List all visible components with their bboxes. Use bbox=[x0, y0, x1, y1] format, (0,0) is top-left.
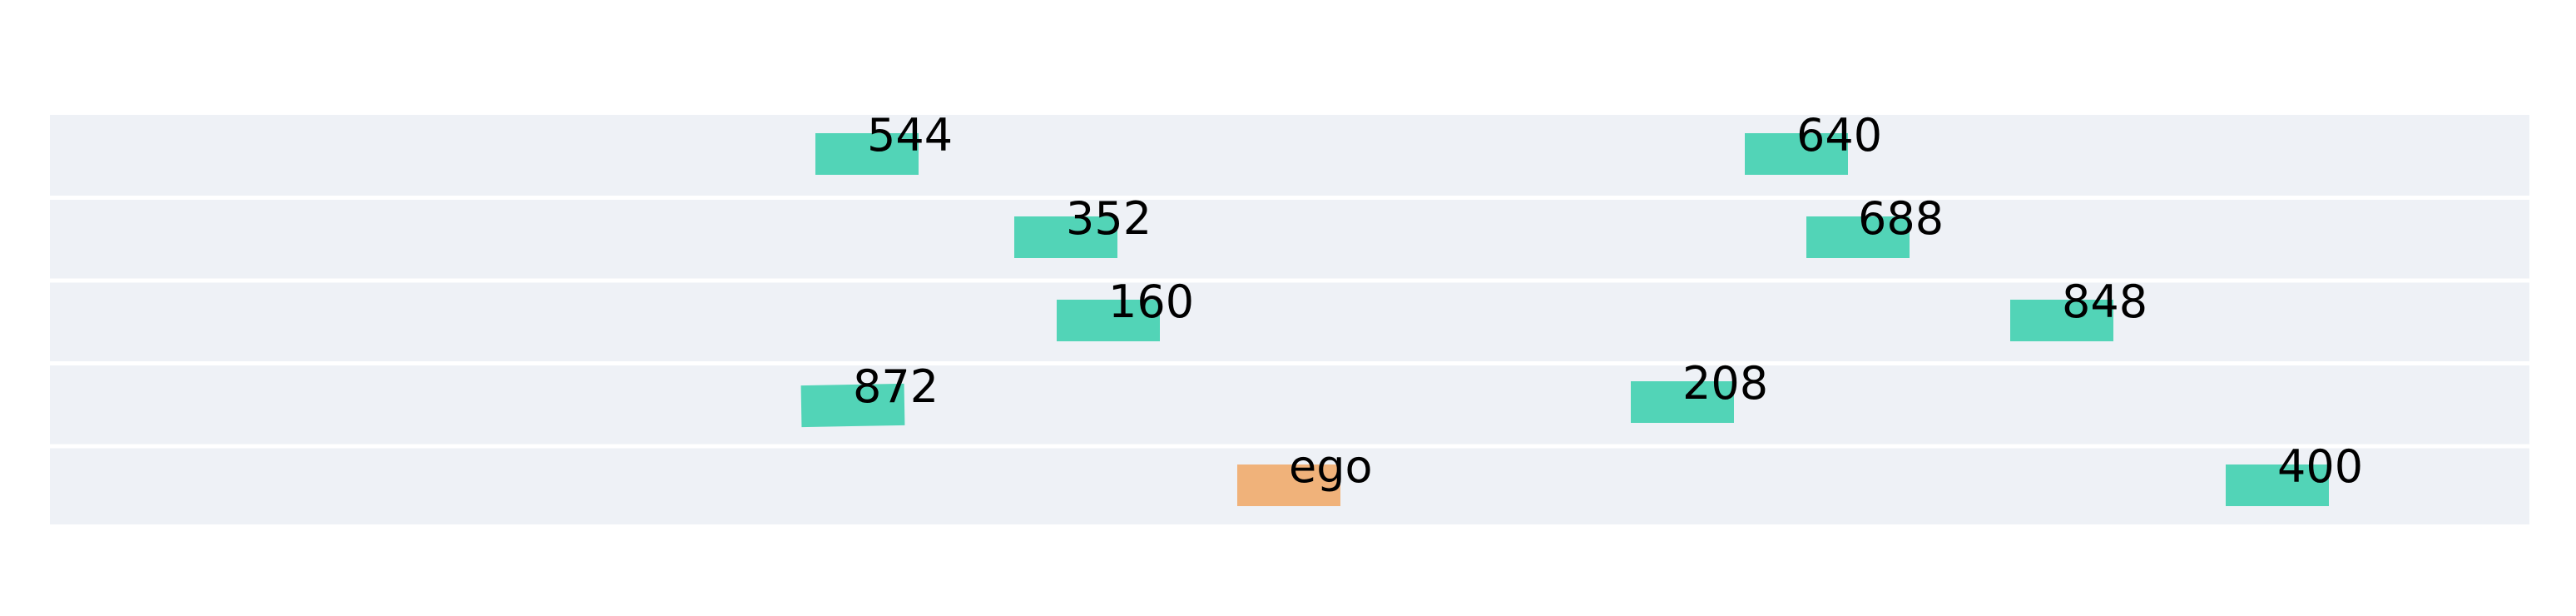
vehicle-box bbox=[1806, 216, 1910, 258]
vehicle-box bbox=[815, 133, 919, 175]
vehicle-160: 160 bbox=[1057, 276, 1194, 341]
vehicle-label: 848 bbox=[2062, 276, 2147, 328]
vehicle-208: 208 bbox=[1631, 357, 1768, 423]
vehicle-label: 688 bbox=[1858, 192, 1944, 245]
vehicle-640: 640 bbox=[1745, 109, 1882, 175]
vehicle-688: 688 bbox=[1806, 192, 1944, 258]
vehicle-label: 160 bbox=[1108, 276, 1194, 328]
vehicle-box bbox=[1631, 381, 1734, 423]
vehicle-box bbox=[1237, 464, 1340, 506]
vehicle-box bbox=[1745, 133, 1848, 175]
vehicles: 544 640 352 688 160 848 872 208 ego 400 bbox=[800, 109, 2363, 506]
vehicle-label: 872 bbox=[853, 360, 939, 413]
vehicle-label: 544 bbox=[867, 109, 953, 161]
ego-vehicle: ego bbox=[1237, 440, 1373, 506]
road-background bbox=[50, 115, 2529, 524]
vehicle-872: 872 bbox=[800, 360, 939, 428]
vehicle-848: 848 bbox=[2010, 276, 2147, 341]
vehicle-box bbox=[1014, 216, 1117, 258]
vehicle-label: 352 bbox=[1066, 192, 1152, 245]
vehicle-box bbox=[2226, 464, 2329, 506]
lane-dividers bbox=[50, 196, 2529, 449]
vehicle-label: 640 bbox=[1796, 109, 1882, 161]
vehicle-544: 544 bbox=[815, 109, 953, 175]
vehicle-label: 400 bbox=[2277, 440, 2363, 493]
vehicle-352: 352 bbox=[1014, 192, 1152, 258]
vehicle-label: ego bbox=[1289, 440, 1373, 493]
vehicle-box bbox=[1057, 300, 1160, 341]
vehicle-label: 208 bbox=[1682, 357, 1768, 410]
vehicle-box bbox=[2010, 300, 2113, 341]
vehicle-400: 400 bbox=[2226, 440, 2363, 506]
vehicle-box bbox=[800, 383, 905, 428]
